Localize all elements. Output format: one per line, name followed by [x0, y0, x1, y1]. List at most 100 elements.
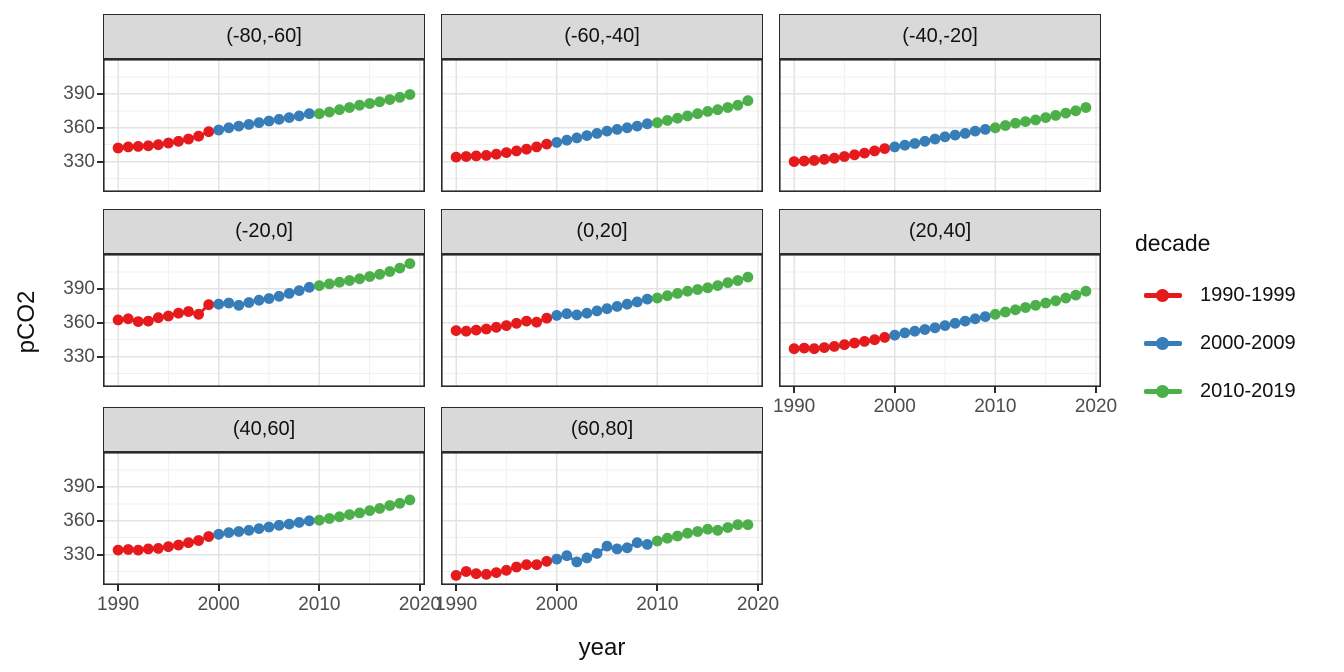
data-point — [364, 505, 376, 516]
data-point — [531, 316, 542, 328]
data-point — [909, 325, 921, 337]
data-point — [742, 519, 754, 531]
x-tick-label: 2020 — [1074, 396, 1118, 417]
data-point — [511, 561, 522, 573]
data-point — [621, 298, 633, 310]
data-point — [621, 542, 633, 554]
data-point — [732, 99, 744, 111]
data-point — [521, 315, 532, 327]
data-point — [1030, 114, 1041, 126]
data-point — [662, 290, 673, 302]
data-point — [828, 341, 840, 352]
data-point — [551, 310, 563, 321]
data-point — [712, 280, 724, 291]
data-point — [203, 126, 215, 138]
y-tick-mark — [97, 519, 103, 522]
data-point — [808, 343, 820, 355]
data-point — [561, 550, 573, 562]
data-point — [460, 325, 472, 337]
data-point — [631, 296, 643, 308]
y-tick-label: 330 — [63, 543, 95, 565]
data-point — [460, 151, 472, 162]
data-point — [354, 99, 365, 111]
data-point — [243, 524, 255, 536]
data-point — [193, 130, 204, 142]
data-point — [511, 145, 522, 157]
data-point — [521, 559, 532, 571]
data-point — [263, 521, 275, 533]
data-point — [989, 308, 1001, 320]
data-point — [394, 262, 406, 274]
data-point — [450, 570, 462, 581]
data-point — [742, 271, 754, 283]
data-point — [798, 342, 810, 354]
data-point — [591, 128, 603, 139]
data-point — [384, 94, 396, 105]
data-point — [223, 297, 235, 309]
data-point — [313, 108, 325, 120]
facet-panel-(20,40] — [779, 254, 1101, 387]
data-point — [1050, 110, 1062, 121]
data-point — [969, 313, 981, 325]
data-point — [233, 120, 245, 132]
x-tick-mark — [217, 585, 220, 591]
y-tick-label: 390 — [63, 475, 95, 497]
data-point — [601, 303, 613, 315]
data-point — [173, 135, 184, 147]
x-tick-label: 2020 — [398, 594, 442, 615]
data-point — [959, 315, 971, 327]
data-point — [293, 110, 305, 122]
data-point — [839, 151, 850, 162]
data-point — [253, 294, 265, 306]
data-point — [631, 120, 643, 132]
data-point — [313, 514, 325, 526]
data-point — [939, 131, 951, 143]
y-tick-mark — [97, 92, 103, 95]
legend-key-blue — [1144, 336, 1182, 350]
data-point — [132, 544, 144, 556]
y-tick-mark — [97, 321, 103, 324]
legend-key-red — [1144, 288, 1182, 302]
data-point — [203, 531, 215, 542]
data-point — [989, 122, 1001, 134]
data-point — [742, 95, 754, 107]
data-point — [183, 133, 194, 145]
data-point — [889, 141, 901, 153]
facet-strip-label: (0,20] — [441, 209, 763, 254]
data-point — [273, 519, 285, 531]
facet-panel-(-80,-60] — [103, 59, 425, 192]
data-point — [722, 277, 734, 289]
data-point — [702, 282, 714, 294]
data-point — [581, 307, 593, 319]
data-point — [899, 139, 911, 151]
facet-strip-label: (-40,-20] — [779, 14, 1101, 59]
data-point — [641, 293, 653, 305]
data-point — [112, 544, 124, 556]
data-point — [263, 115, 275, 127]
data-point — [470, 150, 482, 162]
data-point — [692, 526, 703, 537]
legend-label: 2000-2009 — [1200, 331, 1296, 354]
y-tick-label: 390 — [63, 82, 95, 104]
x-tick-mark — [756, 585, 759, 591]
y-tick-label: 360 — [63, 116, 95, 138]
data-point — [334, 104, 345, 116]
data-point — [672, 530, 683, 542]
data-point — [551, 553, 563, 565]
data-point — [732, 275, 744, 286]
data-point — [344, 509, 355, 520]
legend-title: decade — [1135, 230, 1211, 256]
data-point — [879, 143, 891, 154]
x-tick-label: 2000 — [535, 594, 578, 615]
data-point — [364, 271, 376, 282]
data-point — [1080, 102, 1092, 113]
x-tick-mark — [318, 585, 321, 591]
data-point — [1060, 107, 1072, 119]
facet-strip-label: (40,60] — [103, 407, 425, 452]
data-point — [1040, 297, 1052, 309]
data-point — [702, 106, 714, 117]
data-point — [183, 537, 194, 549]
y-tick-mark — [97, 160, 103, 163]
data-point — [233, 299, 245, 311]
data-point — [470, 324, 482, 336]
